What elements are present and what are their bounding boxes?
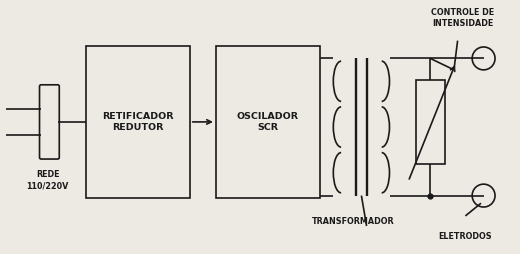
Bar [86, 46, 190, 198]
Bar [416, 80, 445, 164]
Text: ELETRODOS: ELETRODOS [438, 232, 492, 241]
Text: TRANSFORMADOR: TRANSFORMADOR [313, 217, 395, 226]
Text: CONTROLE DE
INTENSIDADE: CONTROLE DE INTENSIDADE [431, 8, 495, 28]
Text: REDE
110/220V: REDE 110/220V [27, 170, 69, 190]
Text: RETIFICADOR
REDUTOR: RETIFICADOR REDUTOR [102, 112, 174, 132]
Bar [216, 46, 320, 198]
Text: OSCILADOR
SCR: OSCILADOR SCR [237, 112, 299, 132]
